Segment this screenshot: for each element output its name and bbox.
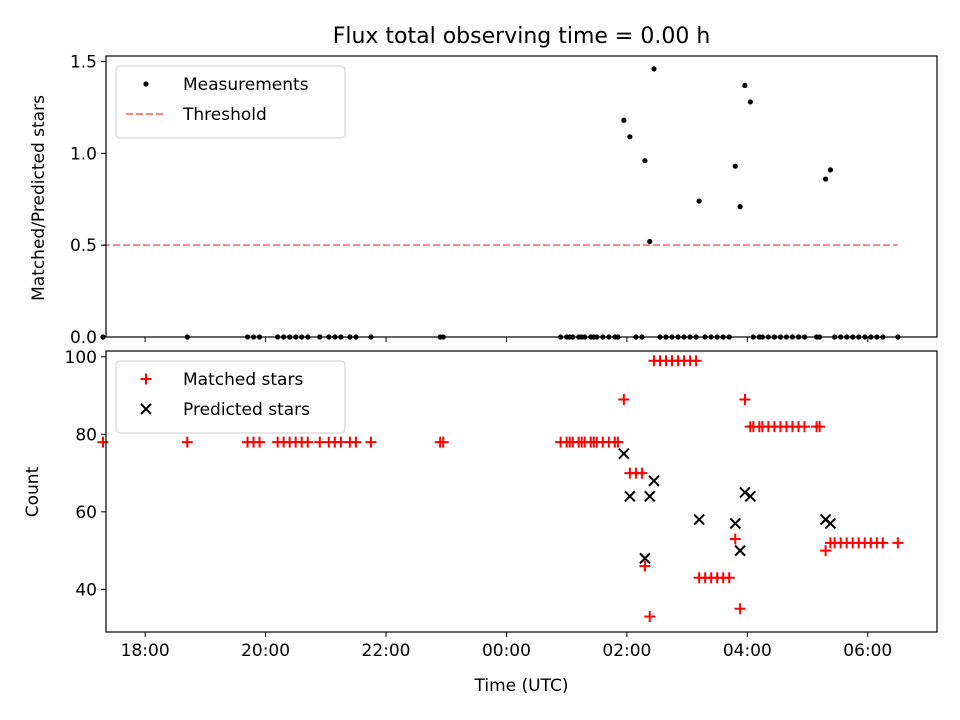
figure-title: Flux total observing time = 0.00 h	[333, 24, 711, 49]
x-axis-label: Time (UTC)	[474, 676, 569, 696]
x-tick-label: 06:00	[843, 641, 892, 661]
top-legend: Measurements Threshold	[115, 65, 346, 139]
bottom-plus-point	[877, 537, 889, 549]
bottom-y-tick-label: 40	[75, 580, 97, 600]
bottom-plus-point	[254, 436, 266, 448]
top-legend-label: Measurements	[183, 75, 309, 95]
top-y-tick-label: 0.5	[70, 236, 97, 256]
bottom-legend: Matched stars Predicted stars	[115, 360, 346, 434]
x-tick-label: 04:00	[723, 641, 772, 661]
bottom-plus-point	[799, 421, 811, 433]
bottom-series-predicted-stars	[618, 448, 837, 565]
bottom-plus-point	[612, 436, 624, 448]
top-dot-point	[696, 198, 702, 204]
bottom-y-tick-label: 80	[75, 425, 97, 445]
bottom-x-point	[648, 475, 660, 487]
x-tick-label: 18:00	[121, 641, 170, 661]
top-dot-point	[642, 158, 648, 164]
x-tick-label: 20:00	[241, 641, 290, 661]
bottom-plus-point	[892, 537, 904, 549]
bottom-x-point	[639, 552, 651, 565]
bottom-plus-point	[618, 393, 630, 405]
bottom-x-point	[744, 490, 757, 503]
bottom-x-point	[693, 513, 705, 526]
bottom-plus-point	[644, 610, 656, 622]
bottom-x-point	[824, 517, 837, 530]
bottom-x-point	[618, 448, 630, 460]
top-y-tick-label: 0.0	[70, 328, 97, 348]
bottom-x-point	[734, 544, 746, 557]
top-dot-point	[651, 66, 657, 72]
bottom-x-point	[729, 517, 741, 530]
top-dot-point	[627, 134, 633, 140]
top-dot-point	[621, 117, 627, 123]
x-tick-label: 22:00	[362, 641, 411, 661]
bottom-plus-point	[350, 436, 362, 448]
bottom-plus-point	[729, 533, 741, 545]
legend-plus-icon	[140, 373, 152, 385]
top-dot-point	[747, 99, 753, 105]
bottom-plus-point	[181, 436, 193, 448]
top-dot-point	[737, 204, 743, 210]
x-tick-label: 00:00	[482, 641, 531, 661]
bottom-plus-point	[814, 421, 826, 433]
top-y-tick-label: 1.5	[70, 53, 97, 73]
top-dot-point	[732, 163, 738, 169]
bottom-plus-point	[739, 393, 751, 405]
bottom-plus-point	[636, 467, 648, 479]
top-y-axis-label: Matched/Predicted stars	[29, 95, 49, 301]
top-y-tick-label: 1.0	[70, 144, 97, 164]
bottom-x-point	[644, 490, 656, 503]
top-axes-frame	[105, 55, 938, 338]
bottom-plus-point	[734, 603, 746, 615]
legend-dot-icon	[143, 81, 149, 87]
bottom-plus-point	[365, 436, 377, 448]
top-legend-label: Threshold	[182, 105, 267, 125]
bottom-plus-point	[690, 355, 702, 367]
bottom-y-axis-label: Count	[23, 466, 43, 517]
x-tick-label: 02:00	[602, 641, 651, 661]
bottom-plus-point	[639, 560, 651, 572]
bottom-x-point	[624, 490, 636, 503]
top-dot-point	[822, 176, 829, 182]
bottom-plus-point	[302, 436, 314, 448]
bottom-plus-point	[820, 545, 832, 557]
bottom-plus-point	[97, 436, 109, 448]
top-dot-point	[742, 82, 748, 88]
bottom-y-tick-label: 60	[75, 503, 97, 523]
legend-x-icon	[140, 403, 152, 415]
top-subplot: 0.0 0.5 1.0 1.5 Measurements Threshold	[70, 53, 938, 348]
top-dot-point	[827, 167, 834, 173]
bottom-legend-label: Predicted stars	[183, 400, 310, 420]
bottom-subplot: 40 60 80 100 18:00 20:00 22:00 00:00 02:00 04:00 0…	[65, 348, 938, 661]
top-legend-box	[115, 65, 346, 139]
bottom-x-point	[739, 486, 751, 499]
bottom-axes-frame	[105, 350, 938, 633]
bottom-y-tick-label: 100	[65, 348, 97, 368]
top-dot-point	[647, 238, 653, 245]
bottom-legend-box	[115, 360, 346, 434]
bottom-plus-point	[723, 572, 735, 584]
bottom-series-matched-stars	[97, 355, 904, 622]
bottom-plus-point	[437, 436, 449, 448]
bottom-legend-label: Matched stars	[183, 370, 303, 390]
